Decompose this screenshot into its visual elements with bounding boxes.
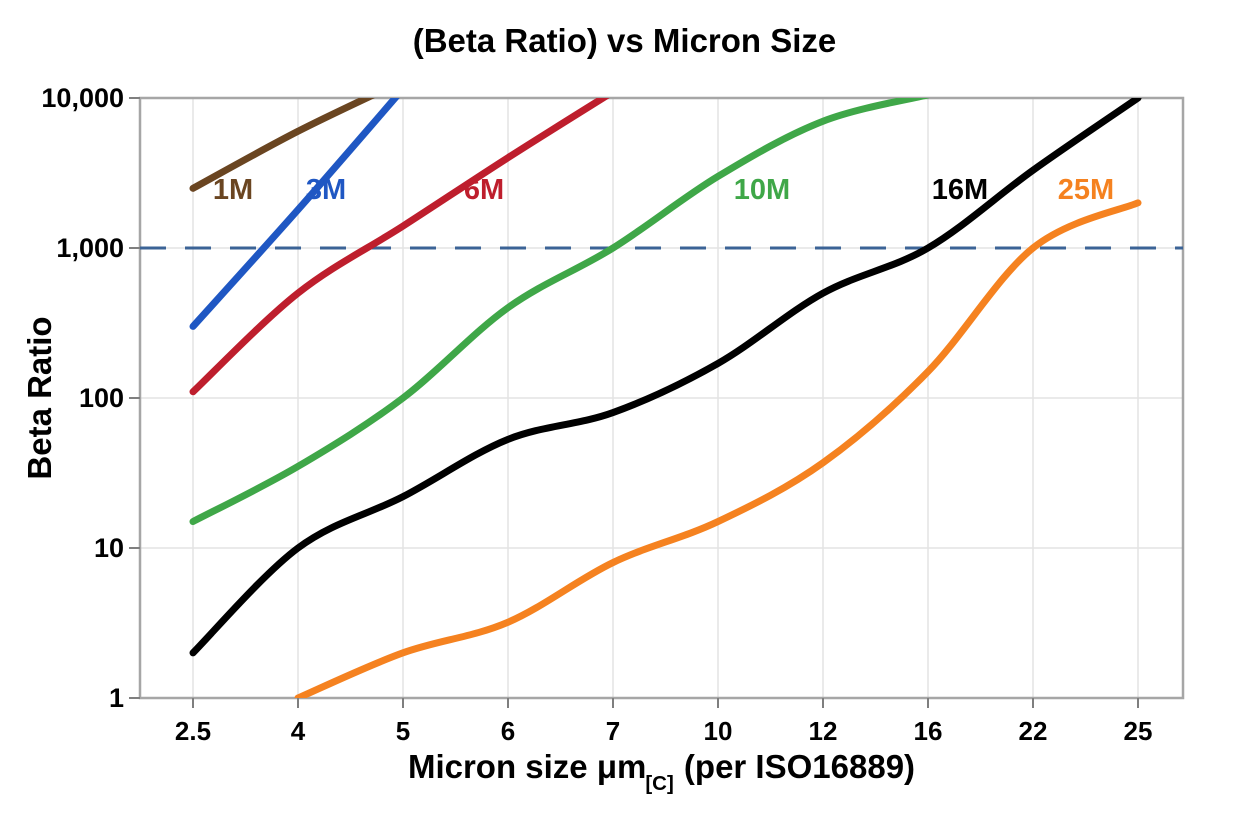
series-curves [189,98,1142,698]
x-axis-title: Micron size μm[C] (per ISO16889) [140,748,1183,795]
x-tick-label: 6 [501,716,515,746]
series-label-25M: 25M [1058,174,1114,206]
series-line-3M [189,98,400,330]
series-line-1M [189,98,375,192]
x-tick-label: 25 [1124,716,1153,746]
x-axis-title-prefix: Micron size μm [407,748,647,785]
chart-title: (Beta Ratio) vs Micron Size [412,22,837,59]
x-tick-label: 2.5 [175,716,211,746]
x-tick-label: 10 [704,716,733,746]
series-label-1M: 1M [213,174,253,206]
y-tick-label: 100 [79,383,124,413]
x-tick-label: 12 [809,716,838,746]
y-tick-label: 1 [109,683,124,713]
series-label-16M: 16M [932,174,988,206]
x-tick-label: 16 [914,716,943,746]
series-label-6M: 6M [464,174,504,206]
tick-marks [129,97,1139,708]
y-tick-label: 10 [94,533,124,563]
x-axis-title-subscript: [C] [645,771,674,795]
series-label-3M: 3M [306,174,346,206]
y-tick-label: 1,000 [56,233,124,263]
x-tick-label: 4 [291,716,306,746]
series-line-10M [189,98,930,526]
series-line-6M [189,98,610,396]
x-axis-title-suffix: (per ISO16889) [674,748,916,785]
x-tick-label: 22 [1019,716,1048,746]
y-tick-label: 10,000 [41,83,124,113]
series-label-10M: 10M [734,174,790,206]
gridlines [140,98,1183,698]
x-tick-label: 7 [606,716,620,746]
series-line-16M [189,98,1142,657]
x-tick-label: 5 [396,716,410,746]
series-line-25M [294,199,1142,698]
